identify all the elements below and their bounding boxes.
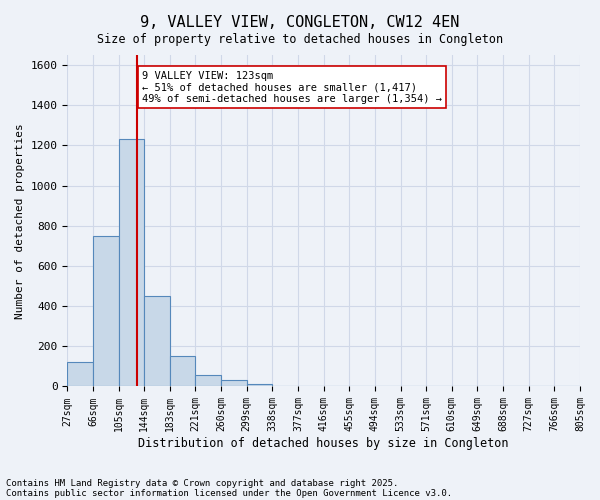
Text: Contains HM Land Registry data © Crown copyright and database right 2025.: Contains HM Land Registry data © Crown c… — [6, 478, 398, 488]
Text: Contains public sector information licensed under the Open Government Licence v3: Contains public sector information licen… — [6, 488, 452, 498]
Text: Size of property relative to detached houses in Congleton: Size of property relative to detached ho… — [97, 32, 503, 46]
Bar — [221, 380, 247, 386]
Text: 9, VALLEY VIEW, CONGLETON, CW12 4EN: 9, VALLEY VIEW, CONGLETON, CW12 4EN — [140, 15, 460, 30]
Bar — [170, 356, 196, 386]
Bar — [119, 140, 144, 386]
Bar — [67, 362, 93, 386]
X-axis label: Distribution of detached houses by size in Congleton: Distribution of detached houses by size … — [139, 437, 509, 450]
Bar — [196, 376, 221, 386]
Bar — [144, 296, 170, 386]
Text: 9 VALLEY VIEW: 123sqm
← 51% of detached houses are smaller (1,417)
49% of semi-d: 9 VALLEY VIEW: 123sqm ← 51% of detached … — [142, 70, 442, 104]
Y-axis label: Number of detached properties: Number of detached properties — [15, 123, 25, 318]
Bar — [93, 236, 119, 386]
Bar — [247, 384, 272, 386]
